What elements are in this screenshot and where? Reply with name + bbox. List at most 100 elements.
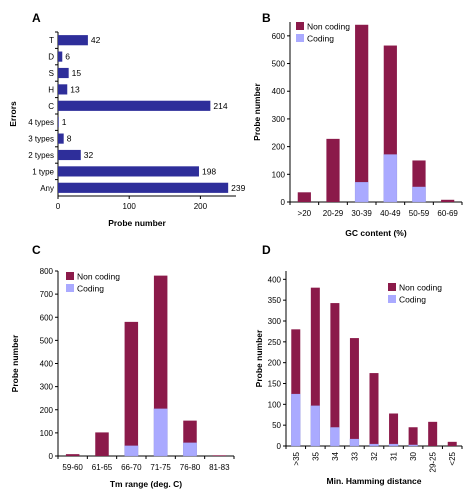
- panel-c-chart: 0 100 200 300 400 500 600 700 800 59-60 61-65 66-70…: [10, 267, 235, 489]
- panel-d-y-tick-label: 300: [268, 317, 282, 326]
- panel-d-letter: D: [262, 243, 271, 257]
- panel-d-y-tick-label: 200: [268, 359, 282, 368]
- panel-d-y-axis-title: Probe number: [254, 329, 264, 387]
- panel-c-bar-noncoding: [95, 432, 109, 456]
- panel-b-chart: 0 100 200 300 400 500 600 >20 20-29 30-39 40-49 50-…: [252, 22, 463, 238]
- panel-b-x-tick-label: 60-69: [437, 209, 458, 218]
- panel-d-bar-coding: [330, 427, 340, 447]
- panel-d-y-tick-label: 0: [277, 442, 282, 451]
- panel-c-bar-coding: [183, 442, 197, 457]
- panel-a-bar: [58, 51, 63, 62]
- panel-b-bar-coding: [412, 186, 426, 203]
- panel-a-data-label: 15: [72, 68, 82, 78]
- panel-c-bar-noncoding: [124, 321, 139, 446]
- panel-c-letter: C: [32, 243, 41, 257]
- panel-a-x-tick-label: 100: [123, 202, 137, 211]
- panel-d-x-tick-label: 33: [350, 451, 359, 460]
- panel-b-x-tick-label: 20-29: [323, 209, 344, 218]
- panel-c-legend-label-coding: Coding: [77, 284, 104, 294]
- panel-d-bar-coding: [310, 405, 320, 447]
- panel-a-bar: [58, 117, 59, 128]
- panel-a-data-label: 8: [67, 134, 72, 144]
- panel-c-y-tick-label: 100: [40, 429, 54, 438]
- panel-c-x-tick-label: 59-60: [62, 463, 83, 472]
- panel-c-y-tick-label: 800: [40, 267, 54, 276]
- panel-a-category-label: D: [48, 53, 54, 62]
- panel-c-legend-swatch-coding: [66, 284, 74, 292]
- panel-b-legend-swatch-noncoding: [296, 22, 304, 30]
- panel-d-x-tick-label: <25: [448, 451, 457, 465]
- panel-a-category-label: 2 types: [28, 151, 54, 160]
- panel-c-legend-swatch-noncoding: [66, 272, 74, 280]
- panel-a-x-tick-label: 0: [56, 202, 61, 211]
- panel-a-bar: [58, 133, 64, 144]
- panel-d-bar-noncoding: [447, 441, 457, 446]
- panel-b-bar-noncoding: [355, 24, 369, 183]
- panel-a-category-label: H: [48, 85, 54, 94]
- panel-d-bar-coding: [349, 438, 360, 447]
- panel-a-data-label: 13: [70, 84, 80, 94]
- panel-d-bar-noncoding: [330, 303, 340, 428]
- panel-a-category-label: T: [49, 36, 54, 45]
- panel-b-y-tick-label: 400: [272, 87, 286, 96]
- panel-b-x-tick-label: 30-39: [351, 209, 372, 218]
- panel-d-bar-noncoding: [428, 421, 438, 446]
- panel-a-category-label: S: [49, 69, 54, 78]
- panel-a-bar: [58, 166, 199, 177]
- panel-d-bar-noncoding: [291, 329, 301, 394]
- panel-a-x-axis-title: Probe number: [108, 218, 166, 228]
- panel-a-data-label: 42: [91, 35, 101, 45]
- panel-a-x-tick-label: 200: [194, 202, 208, 211]
- panel-d-bar-coding: [291, 393, 301, 447]
- panel-d-y-tick-label: 350: [268, 296, 282, 305]
- panel-b-letter: B: [262, 11, 271, 25]
- panel-c-y-tick-label: 400: [40, 360, 54, 369]
- panel-d-x-tick-label: 31: [390, 451, 399, 460]
- panel-d-x-tick-label: 29-25: [429, 451, 438, 472]
- panel-b-x-tick-label: 40-49: [380, 209, 401, 218]
- panel-b-bar-coding: [354, 181, 369, 203]
- panel-b-y-tick-label: 200: [272, 143, 286, 152]
- panel-c-bar-noncoding: [65, 454, 80, 456]
- panel-b-legend-swatch-coding: [296, 34, 304, 42]
- panel-b-y-tick-label: 500: [272, 60, 286, 69]
- panel-a-data-label: 6: [65, 52, 70, 62]
- panel-d-bar-noncoding: [349, 338, 359, 439]
- panel-d-x-tick-label: 35: [311, 451, 320, 460]
- panel-a-chart: T 42 D 6 S 15 H 13 C 214 4 types 1 3 types 8 2 types 32…: [8, 31, 246, 228]
- panel-c-x-tick-label: 81-83: [209, 463, 230, 472]
- panel-d-legend-swatch-coding: [388, 295, 396, 303]
- panel-c-y-tick-label: 600: [40, 313, 54, 322]
- panel-b-bar-coding: [383, 154, 398, 203]
- panel-c-x-tick-label: 66-70: [121, 463, 142, 472]
- panel-b-x-tick-label: 50-59: [409, 209, 430, 218]
- panel-c-y-axis-title: Probe number: [10, 334, 20, 392]
- panel-b-bar-noncoding: [297, 192, 311, 202]
- panel-c-bar-noncoding: [212, 455, 227, 456]
- panel-c-x-axis-title: Tm range (deg. C): [110, 479, 182, 489]
- panel-d-x-axis-title: Min. Hamming distance: [327, 476, 422, 486]
- panel-a-bar: [58, 35, 88, 46]
- panel-d-y-tick-label: 150: [268, 380, 282, 389]
- panel-b-legend-label-noncoding: Non coding: [307, 22, 350, 32]
- panel-c-bar-coding: [124, 445, 139, 457]
- panel-c-y-tick-label: 500: [40, 336, 54, 345]
- panel-c-bar-noncoding: [183, 420, 197, 443]
- panel-c-y-tick-label: 200: [40, 406, 54, 415]
- panel-b-bar-noncoding: [412, 160, 426, 187]
- panel-c-bar-coding: [153, 408, 168, 457]
- panel-d-y-tick-label: 250: [268, 338, 282, 347]
- panel-a-bar: [58, 84, 68, 95]
- panel-b-bar-noncoding: [441, 199, 455, 202]
- panel-d-y-tick-label: 100: [268, 400, 282, 409]
- panel-d-x-tick-label: 32: [370, 451, 379, 460]
- panel-c-y-tick-label: 700: [40, 290, 54, 299]
- panel-a-category-label: Any: [40, 184, 54, 193]
- panel-d-legend-label-noncoding: Non coding: [399, 283, 442, 293]
- panel-a-bar: [58, 182, 229, 193]
- panel-a-letter: A: [32, 11, 41, 25]
- panel-a-data-label: 239: [231, 183, 245, 193]
- panel-d-y-tick-label: 50: [272, 421, 281, 430]
- panel-b-bar-noncoding: [326, 138, 340, 202]
- panel-d-bar-coding: [369, 443, 379, 447]
